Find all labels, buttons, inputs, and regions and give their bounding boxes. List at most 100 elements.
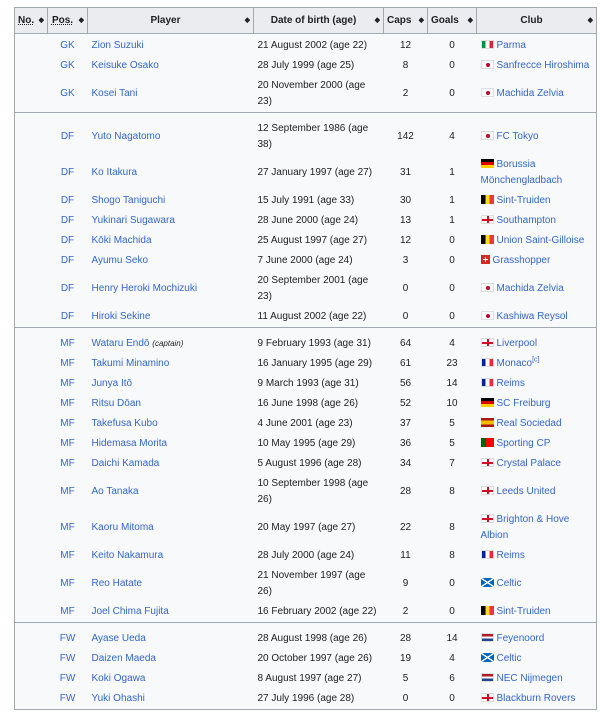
player-link[interactable]: Hiroki Sekine (91, 311, 151, 322)
player-link[interactable]: Takumi Minamino (91, 358, 170, 369)
player-link[interactable]: Junya Itō (91, 378, 133, 389)
position-link[interactable]: MF (60, 398, 75, 409)
position-link[interactable]: GK (60, 60, 75, 71)
club-link[interactable]: Celtic (496, 653, 522, 664)
player-link[interactable]: Takefusa Kubo (91, 418, 158, 429)
club-link[interactable]: Parma (496, 40, 526, 51)
sort-icon[interactable]: ◆ (374, 17, 380, 24)
club-link[interactable]: Sint-Truiden (496, 606, 551, 617)
player-link[interactable]: Keito Nakamura (91, 550, 164, 561)
club-link[interactable]: NEC Nijmegen (496, 673, 563, 684)
position-link[interactable]: MF (60, 578, 75, 589)
position-link[interactable]: DF (60, 235, 75, 246)
header-goals[interactable]: Goals ◆ (427, 7, 477, 34)
player-link[interactable]: Ko Itakura (91, 167, 138, 178)
player-link[interactable]: Kaoru Mitoma (91, 522, 154, 533)
club-link[interactable]: SC Freiburg (496, 398, 551, 409)
club-link[interactable]: Machida Zelvia (496, 283, 564, 294)
player-link[interactable]: Koki Ogawa (91, 673, 146, 684)
club-link[interactable]: Leeds United (496, 486, 556, 497)
club-link[interactable]: Borussia Mönchengladbach (480, 159, 563, 186)
club-link[interactable]: Union Saint-Gilloise (496, 235, 585, 246)
position-link[interactable]: MF (60, 378, 75, 389)
sort-icon[interactable]: ◆ (244, 17, 250, 24)
player-link[interactable]: Ayumu Seko (91, 255, 149, 266)
club-link[interactable]: Kashiwa Reysol (496, 311, 568, 322)
club-link[interactable]: FC Tokyo (496, 131, 539, 142)
player-link[interactable]: Kōki Machida (91, 235, 152, 246)
position-link[interactable]: DF (60, 195, 75, 206)
player-link[interactable]: Ao Tanaka (91, 486, 139, 497)
player-link[interactable]: Keisuke Osako (91, 60, 159, 71)
header-caps[interactable]: Caps ◆ (383, 7, 428, 34)
position-link[interactable]: FW (59, 633, 76, 644)
club-link[interactable]: Real Sociedad (496, 418, 562, 429)
header-club[interactable]: Club ◆ (476, 7, 597, 34)
position-link[interactable]: MF (60, 486, 75, 497)
player-link[interactable]: Kosei Tani (91, 88, 138, 99)
position-link[interactable]: MF (60, 550, 75, 561)
header-no[interactable]: No. ◆ (14, 7, 48, 34)
club-link[interactable]: Brighton & Hove Albion (480, 514, 570, 541)
club-link[interactable]: Blackburn Rovers (496, 693, 576, 704)
club-link[interactable]: Grasshopper (492, 255, 551, 266)
position-link[interactable]: MF (60, 522, 75, 533)
sort-icon[interactable]: ◆ (467, 17, 473, 24)
position-link[interactable]: FW (59, 673, 76, 684)
player-link[interactable]: Yukinari Sugawara (91, 215, 175, 226)
player-link[interactable]: Joel Chima Fujita (91, 606, 169, 617)
position-link[interactable]: DF (60, 131, 75, 142)
position-link[interactable]: DF (60, 255, 75, 266)
club-link[interactable]: Reims (496, 550, 525, 561)
player-link[interactable]: Ritsu Dōan (91, 398, 141, 409)
player-link[interactable]: Yuto Nagatomo (91, 131, 161, 142)
header-dob[interactable]: Date of birth (age) ◆ (253, 7, 384, 34)
club-link[interactable]: Liverpool (496, 338, 538, 349)
position-link[interactable]: MF (60, 606, 75, 617)
club-link[interactable]: Southampton (496, 215, 557, 226)
player-link[interactable]: Daichi Kamada (91, 458, 160, 469)
flag-jp-icon (480, 60, 494, 69)
position-link[interactable]: MF (60, 458, 75, 469)
header-player[interactable]: Player ◆ (87, 7, 254, 34)
sort-icon[interactable]: ◆ (78, 17, 84, 24)
position-link[interactable]: DF (60, 311, 75, 322)
sort-icon[interactable]: ◆ (38, 17, 44, 24)
position-link[interactable]: FW (59, 693, 76, 704)
sort-icon[interactable]: ◆ (587, 17, 593, 24)
position-link[interactable]: FW (59, 653, 76, 664)
position-link[interactable]: DF (60, 283, 75, 294)
player-link[interactable]: Henry Heroki Mochizuki (91, 283, 198, 294)
player-link[interactable]: Ayase Ueda (91, 633, 146, 644)
player-link[interactable]: Zion Suzuki (91, 40, 144, 51)
player-link[interactable]: Daizen Maeda (91, 653, 156, 664)
dob-cell: 12 September 1986 (age 38) (253, 112, 384, 155)
sort-icon[interactable]: ◆ (418, 17, 424, 24)
flag-en-icon (480, 338, 494, 347)
club-link[interactable]: Celtic (496, 578, 522, 589)
club-link[interactable]: Machida Zelvia (496, 88, 564, 99)
caps-cell: 34 (399, 458, 412, 469)
footnote-link[interactable]: [c] (532, 356, 540, 364)
club-link[interactable]: Sanfrecce Hiroshima (496, 60, 590, 71)
position-link[interactable]: GK (60, 88, 75, 99)
position-link[interactable]: MF (60, 338, 75, 349)
header-pos[interactable]: Pos. ◆ (47, 7, 88, 34)
club-link[interactable]: Reims (496, 378, 525, 389)
player-link[interactable]: Yuki Ohashi (91, 693, 145, 704)
player-link[interactable]: Wataru Endō (91, 338, 150, 349)
player-link[interactable]: Hidemasa Morita (91, 438, 168, 449)
player-link[interactable]: Shogo Taniguchi (91, 195, 166, 206)
club-link[interactable]: Feyenoord (496, 633, 545, 644)
club-link[interactable]: Monaco (496, 358, 533, 369)
club-link[interactable]: Crystal Palace (496, 458, 561, 469)
position-link[interactable]: MF (60, 418, 75, 429)
position-link[interactable]: DF (60, 215, 75, 226)
position-link[interactable]: DF (60, 167, 75, 178)
position-link[interactable]: GK (60, 40, 75, 51)
club-link[interactable]: Sint-Truiden (496, 195, 551, 206)
position-link[interactable]: MF (60, 358, 75, 369)
club-link[interactable]: Sporting CP (496, 438, 551, 449)
position-link[interactable]: MF (60, 438, 75, 449)
player-link[interactable]: Reo Hatate (91, 578, 143, 589)
